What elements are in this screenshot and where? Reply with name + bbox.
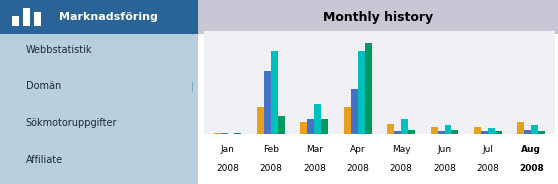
Bar (234, 133, 242, 134)
Bar (33, 12, 41, 26)
Bar (271, 51, 278, 134)
Bar (358, 51, 365, 134)
Text: Webbstatistik: Webbstatistik (26, 45, 92, 55)
Text: 2008: 2008 (389, 164, 412, 173)
Text: Jun: Jun (437, 145, 451, 154)
Bar (214, 133, 220, 134)
Text: Jul: Jul (483, 145, 493, 154)
Bar (387, 124, 394, 134)
Bar (344, 107, 351, 134)
Bar (198, 0, 558, 34)
Bar (220, 133, 228, 134)
Text: 2008: 2008 (433, 164, 456, 173)
Bar (451, 130, 459, 134)
Text: 2008: 2008 (519, 164, 543, 173)
Bar (300, 122, 307, 134)
Bar (307, 119, 314, 134)
Text: |: | (190, 81, 194, 92)
Bar (517, 122, 525, 134)
Text: 2008: 2008 (303, 164, 326, 173)
Text: May: May (392, 145, 411, 154)
Bar (394, 131, 401, 134)
Bar (401, 119, 408, 134)
Text: Apr: Apr (350, 145, 365, 154)
Bar (481, 131, 488, 134)
Bar (264, 71, 271, 134)
Bar (474, 127, 481, 134)
Text: Feb: Feb (263, 145, 279, 154)
Text: Affiliate: Affiliate (26, 155, 63, 165)
Text: Monthly history: Monthly history (323, 10, 433, 24)
Bar (351, 89, 358, 134)
Bar (488, 128, 495, 134)
Bar (0, 0, 198, 34)
Bar (495, 131, 502, 134)
Text: 2008: 2008 (259, 164, 282, 173)
Text: Mar: Mar (306, 145, 323, 154)
Bar (431, 127, 437, 134)
Bar (538, 131, 545, 134)
Bar (437, 131, 445, 134)
Text: 2008: 2008 (347, 164, 369, 173)
Bar (314, 104, 321, 134)
Text: 2008: 2008 (216, 164, 239, 173)
Text: Domän: Domän (26, 82, 61, 91)
Text: Sökmotoruppgifter: Sökmotoruppgifter (26, 118, 117, 128)
Bar (321, 119, 328, 134)
Text: Marknadsföring: Marknadsföring (59, 12, 158, 22)
Bar (531, 125, 538, 134)
Bar (278, 116, 285, 134)
Bar (365, 43, 372, 134)
Bar (445, 125, 451, 134)
Bar (525, 130, 531, 134)
Bar (408, 130, 415, 134)
Text: 2008: 2008 (477, 164, 499, 173)
Text: Jan: Jan (220, 145, 234, 154)
Text: Aug: Aug (521, 145, 541, 154)
Bar (12, 16, 20, 26)
Bar (257, 107, 264, 134)
Bar (23, 8, 30, 26)
